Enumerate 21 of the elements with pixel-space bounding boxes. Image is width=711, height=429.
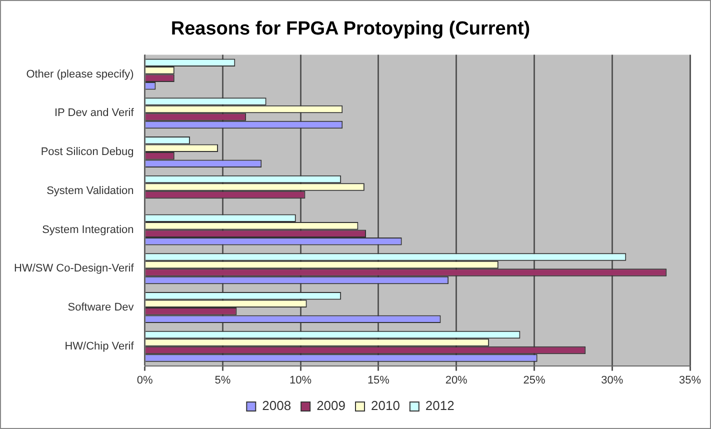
legend-label: 2009 <box>316 398 346 414</box>
y-tick-label: HW/Chip Verif <box>64 340 135 352</box>
x-tick-label: 15% <box>367 374 390 386</box>
x-tick-label: 25% <box>523 374 546 386</box>
y-tick-label: System Integration <box>42 224 134 236</box>
x-tick-label: 5% <box>214 374 231 386</box>
x-tick-label: 20% <box>445 374 468 386</box>
chart-title: Reasons for FPGA Protoyping (Current) <box>170 18 530 40</box>
y-tick-label: Other (please specify) <box>26 68 134 80</box>
y-tick-label: System Validation <box>46 184 134 197</box>
y-tick-label: IP Dev and Verif <box>54 107 135 120</box>
legend-label: 2010 <box>371 398 400 414</box>
x-tick-label: 30% <box>601 374 624 386</box>
y-tick-label: Software Dev <box>68 302 134 314</box>
x-tick-label: 0% <box>136 374 153 386</box>
y-tick-label: Post Silicon Debug <box>40 146 134 158</box>
y-tick-label: HW/SW Co-Design-Verif <box>14 262 135 275</box>
legend-label: 2008 <box>262 398 292 414</box>
legend-label: 2012 <box>425 398 454 414</box>
x-tick-label: 35% <box>678 374 702 386</box>
x-tick-label: 10% <box>290 374 312 386</box>
